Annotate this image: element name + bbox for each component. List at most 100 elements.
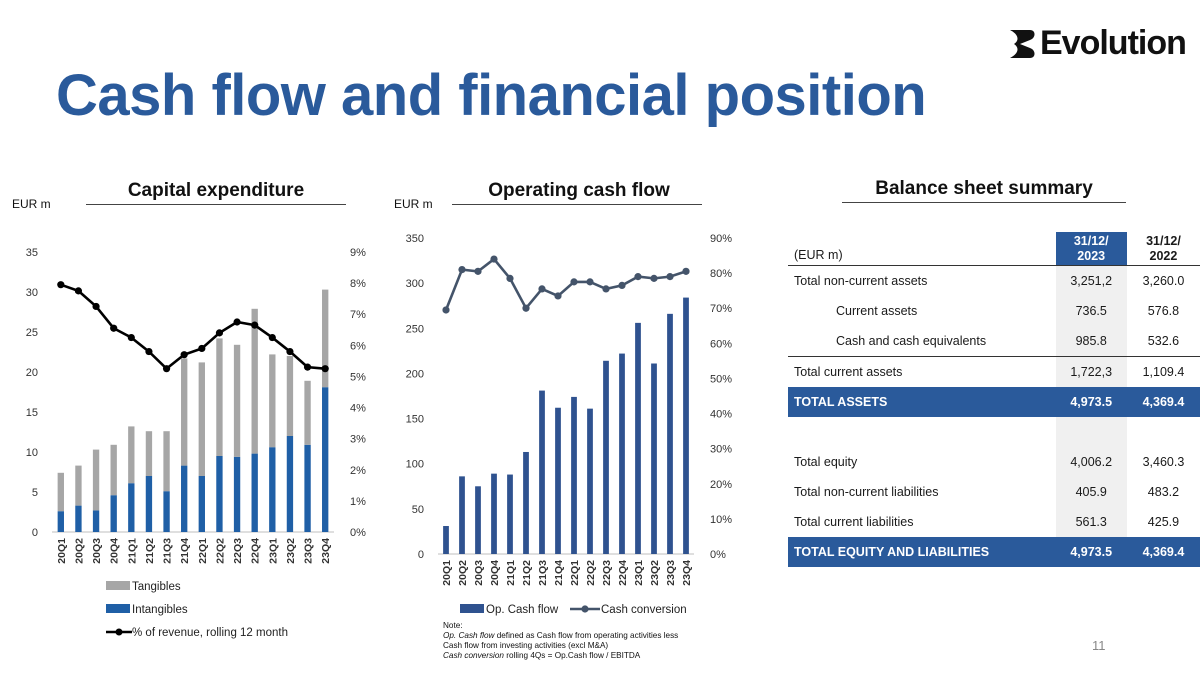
line-point — [522, 304, 530, 312]
line-point — [602, 285, 610, 293]
page-number: 11 — [1092, 638, 1106, 653]
x-tick-label: 20Q4 — [489, 560, 501, 586]
bar-intangibles — [57, 511, 64, 532]
capex-unit-label: EUR m — [12, 197, 51, 211]
bar-tangibles — [286, 356, 294, 436]
x-tick-label: 22Q1 — [569, 560, 581, 586]
y-tick-label: 100 — [406, 459, 424, 471]
table-row: Total non-current assets 3,251,2 3,260.0 — [788, 265, 1200, 296]
legend-marker — [581, 605, 589, 613]
x-tick-label: 20Q3 — [473, 560, 485, 586]
y2-tick-label: 60% — [710, 338, 732, 350]
table-total-row: TOTAL EQUITY AND LIABILITIES 4,973.5 4,3… — [788, 537, 1200, 567]
bar-intangibles — [128, 483, 135, 532]
table-total-row: TOTAL ASSETS 4,973.5 4,369.4 — [788, 387, 1200, 417]
line-point — [666, 273, 674, 281]
bar-intangibles — [163, 491, 170, 532]
col-2022: 31/12/2022 — [1146, 233, 1181, 263]
bar-intangibles — [181, 465, 188, 532]
bar-tangibles — [269, 354, 276, 448]
bar-intangibles — [110, 495, 117, 532]
bar-intangibles — [92, 510, 100, 532]
y2-tick-label: 6% — [350, 340, 366, 352]
bar-op-cash-flow — [667, 313, 673, 554]
y2-tick-label: 0% — [710, 549, 726, 561]
y-tick-label: 50 — [412, 504, 424, 516]
line-point — [215, 329, 224, 337]
bar-intangibles — [304, 444, 311, 532]
bar-tangibles — [216, 338, 223, 456]
bar-op-cash-flow — [587, 408, 593, 554]
line-point — [145, 347, 153, 356]
bar-tangibles — [163, 431, 170, 492]
y-tick-label: 5 — [32, 487, 38, 499]
bar-tangibles — [233, 344, 241, 457]
line-point — [180, 351, 188, 359]
x-tick-label: 23Q2 — [285, 538, 297, 564]
line-point — [198, 344, 206, 353]
bar-intangibles — [269, 447, 276, 532]
bar-intangibles — [322, 387, 329, 532]
bar-op-cash-flow — [523, 451, 529, 554]
table-row: Cash and cash equivalents 985.8 532.6 — [788, 326, 1200, 357]
capex-section-title: Capital expenditure — [127, 180, 305, 201]
y2-tick-label: 8% — [350, 278, 366, 290]
bar-tangibles — [110, 444, 117, 496]
y2-tick-label: 90% — [710, 233, 732, 245]
bar-tangibles — [75, 465, 82, 506]
legend-label: Intangibles — [132, 604, 188, 616]
legend-label: Tangibles — [132, 581, 181, 593]
table-row: Total non-current liabilities 405.9 483.… — [788, 477, 1200, 507]
y-tick-label: 250 — [406, 323, 424, 335]
x-tick-label: 23Q3 — [665, 560, 677, 586]
bar-tangibles — [145, 431, 153, 476]
y-tick-label: 0 — [32, 527, 38, 539]
x-tick-label: 23Q1 — [633, 560, 645, 586]
opcf-unit-label: EUR m — [394, 197, 433, 211]
line-point — [162, 365, 171, 373]
legend-swatch — [106, 581, 130, 590]
table-row: Total current liabilities 561.3 425.9 — [788, 507, 1200, 537]
line-point — [570, 278, 578, 286]
note-line-2: Cash flow from investing activities (exc… — [443, 641, 609, 650]
line-point — [586, 278, 594, 286]
x-tick-label: 20Q1 — [441, 560, 453, 586]
table-row: Total current assets 1,722,3 1,109.4 — [788, 356, 1200, 387]
bar-intangibles — [75, 505, 82, 532]
opcf-note: Note: Op. Cash flow defined as Cash flow… — [443, 621, 678, 661]
line-point — [251, 321, 259, 329]
capex-title-rule — [86, 204, 346, 205]
note-line-1: Op. Cash flow defined as Cash flow from … — [443, 631, 679, 640]
logo-text: Evolution — [1040, 24, 1187, 62]
x-tick-label: 22Q4 — [250, 538, 262, 564]
line-point — [110, 324, 118, 332]
y-tick-label: 350 — [406, 233, 424, 245]
bar-intangibles — [286, 436, 294, 532]
y2-tick-label: 30% — [710, 444, 732, 456]
x-tick-label: 22Q4 — [617, 560, 629, 586]
x-tick-label: 22Q1 — [197, 538, 209, 564]
legend-marker — [115, 628, 123, 636]
bar-op-cash-flow — [443, 526, 449, 554]
bar-tangibles — [181, 358, 188, 466]
bar-op-cash-flow — [475, 486, 481, 554]
x-tick-label: 20Q2 — [457, 560, 469, 586]
bar-op-cash-flow — [651, 363, 657, 554]
bar-tangibles — [198, 362, 205, 476]
line-point — [57, 281, 65, 289]
x-tick-label: 21Q1 — [505, 560, 517, 586]
legend-label: % of revenue, rolling 12 month — [132, 627, 288, 639]
table-header-row: (EUR m) 31/12/2023 31/12/2022 — [788, 232, 1200, 266]
bar-op-cash-flow — [635, 322, 641, 554]
y2-tick-label: 4% — [350, 403, 366, 415]
x-tick-label: 21Q3 — [537, 560, 549, 586]
bar-op-cash-flow — [491, 473, 497, 554]
table-spacer-row — [788, 417, 1200, 447]
x-tick-label: 21Q1 — [126, 538, 138, 564]
x-tick-label: 21Q4 — [179, 538, 191, 564]
bar-op-cash-flow — [603, 360, 609, 554]
line-point — [618, 281, 626, 289]
bar-tangibles — [251, 308, 258, 454]
line-point — [127, 333, 135, 342]
x-tick-label: 22Q3 — [232, 538, 244, 564]
